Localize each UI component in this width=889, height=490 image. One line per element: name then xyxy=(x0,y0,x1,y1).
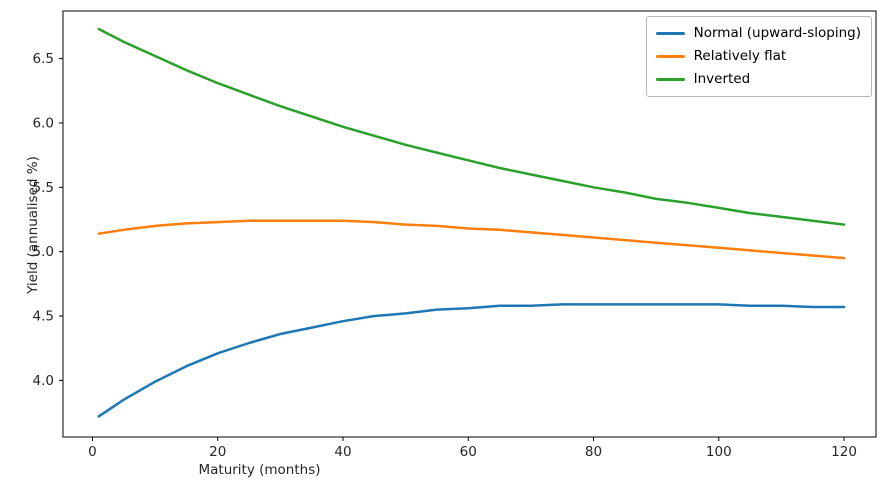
legend-line-swatch-normal xyxy=(655,31,685,35)
y-tick-label: 5.0 xyxy=(33,244,54,260)
legend: Normal (upward-sloping) Relatively flat … xyxy=(645,16,872,97)
x-tick-label: 80 xyxy=(585,444,602,460)
x-tick-label: 100 xyxy=(706,444,732,460)
series-line-inverted xyxy=(97,27,846,226)
legend-item-inverted: Inverted xyxy=(655,70,861,88)
x-tick-label: 120 xyxy=(831,444,857,460)
y-tick-label: 6.0 xyxy=(33,115,54,131)
y-tick-label: 6.5 xyxy=(33,51,54,67)
x-tick-label: 0 xyxy=(88,444,97,460)
series-line-normal-upward-sloping xyxy=(97,303,846,418)
x-tick-label: 20 xyxy=(209,444,226,460)
x-axis-label-text: Maturity (months) xyxy=(198,462,321,478)
legend-line-swatch-flat xyxy=(655,54,685,58)
legend-line-swatch-inverted xyxy=(655,78,685,82)
y-tick-label: 5.5 xyxy=(33,180,54,196)
x-tick-label: 60 xyxy=(460,444,477,460)
series-line-relatively-flat xyxy=(97,219,846,260)
legend-item-flat: Relatively flat xyxy=(655,47,861,65)
legend-item-normal: Normal (upward-sloping) xyxy=(655,24,861,42)
x-axis-label: Maturity (months) xyxy=(0,462,889,478)
legend-label: Inverted xyxy=(693,71,751,88)
y-tick-label: 4.0 xyxy=(33,373,54,389)
legend-label: Normal (upward-sloping) xyxy=(693,25,861,41)
y-tick-label: 4.5 xyxy=(33,309,54,325)
x-tick-label: 40 xyxy=(334,444,351,460)
y-axis-label: Yield (annualised %) xyxy=(25,156,41,294)
legend-label: Relatively flat xyxy=(693,48,787,65)
